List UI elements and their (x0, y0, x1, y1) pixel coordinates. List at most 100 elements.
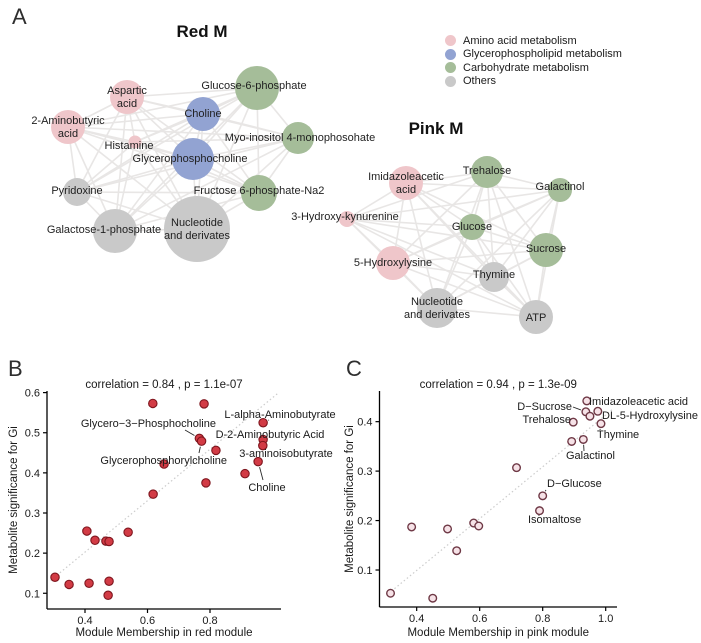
node-sucrose (529, 233, 563, 267)
node-label-myo-inositol-4-monophosohate: Myo-inositol 4-monophosohate (225, 132, 375, 144)
network-edge (346, 218, 537, 318)
data-point (443, 524, 453, 534)
x-tick-label: 0.6 (472, 613, 487, 625)
data-point (258, 417, 268, 428)
network-edge (67, 126, 299, 139)
point-annotation: Choline (248, 482, 285, 494)
network-edge (67, 87, 258, 128)
network-edge (67, 113, 204, 128)
point-annotation: Galactinol (566, 450, 615, 462)
network-edge (436, 189, 561, 309)
node-pyridoxine (63, 178, 91, 206)
network-edge (392, 262, 537, 318)
network-edge (76, 87, 258, 193)
node-label-galactinol: Galactinol (536, 181, 585, 193)
y-axis-label: Metabolite significance for Gi (8, 426, 20, 574)
annotation-connector (259, 467, 264, 481)
node-atp (519, 300, 553, 334)
node-nucleotide-and-derivates (164, 196, 230, 262)
network-edge (346, 189, 561, 220)
data-point (428, 593, 438, 603)
amino-acid-swatch-icon (445, 35, 456, 47)
network-title: Red M (177, 22, 228, 41)
network-edge (486, 171, 495, 278)
node-imidazoleacetic-acid (389, 166, 423, 200)
node-label-aspartic-acid: acid (117, 98, 137, 110)
panel-label-c: C (346, 356, 362, 381)
panel-c-scatter: 0.4 0.6 0.8 1.0 0.1 0.2 0.3 0.4 correlation = 0.… (344, 379, 698, 639)
network-edge (436, 171, 488, 309)
node-label-fructose-6-phosphate-na2: Fructose 6-phosphate-Na2 (194, 185, 325, 197)
data-point (201, 478, 211, 488)
point-annotation: Trehalose (522, 414, 571, 426)
legend-item-glycerophospholipid: Glycerophospholipid metabolism (445, 48, 622, 62)
point-annotation: L-alpha-Aminobutyrate (224, 409, 335, 421)
node-histamine (128, 135, 142, 149)
data-point (50, 572, 60, 582)
network-red-m: Asparticacid2-AminobutyricacidHistamineG… (31, 22, 375, 262)
legend-item-amino-acid: Amino acid metabolism (445, 34, 622, 48)
data-point (64, 579, 74, 590)
scatter-c: 0.4 0.6 0.8 1.0 0.1 0.2 0.3 0.4 correlation = 0.… (344, 379, 698, 639)
point-annotation: Thymine (597, 429, 639, 441)
y-tick-label: 0.5 (25, 428, 40, 440)
node-label-atp: ATP (526, 312, 547, 324)
node-label-2-aminobutyric-acid: 2-Aminobutyric (31, 115, 105, 127)
network-edge (114, 137, 299, 232)
data-point (82, 526, 92, 536)
x-axis-label: Module Membership in red module (75, 627, 252, 639)
data-point (253, 456, 263, 467)
y-tick-label: 0.4 (25, 468, 40, 480)
node-label-3-hydroxy-kynurenine: 3-Hydroxy-kynurenine (291, 211, 399, 223)
point-annotation: D-2-Aminobutyric Acid (216, 429, 325, 441)
data-point (582, 396, 592, 406)
annotation-connector (184, 429, 195, 436)
data-point (104, 576, 114, 586)
y-tick-label: 0.1 (357, 565, 372, 577)
point-annotation: Isomaltose (528, 514, 581, 526)
panel-a-networks: Asparticacid2-AminobutyricacidHistamineG… (31, 22, 585, 334)
data-point (103, 590, 113, 601)
x-tick-label: 0.8 (202, 615, 217, 627)
point-annotation: D−Sucrose (517, 401, 572, 413)
network-edge (346, 218, 495, 278)
panel-label-b: B (8, 356, 23, 381)
node-glycerophosphocholine (172, 138, 214, 180)
node-label-nucleotide-and-derivates-pink: Nucleotide (411, 296, 463, 308)
node-label-choline: Choline (184, 108, 221, 120)
y-tick-label: 0.3 (357, 466, 372, 478)
y-tick-label: 0.2 (25, 548, 40, 560)
data-point (148, 398, 158, 409)
node-label-glycerophosphocholine: Glycerophosphocholine (133, 153, 248, 165)
data-point (123, 527, 133, 538)
node-2-aminobutyric-acid (51, 110, 85, 144)
data-point (84, 578, 94, 588)
node-fructose-6-phosphate-na2 (241, 175, 277, 211)
data-point (593, 406, 603, 416)
node-label-histamine: Histamine (105, 140, 154, 152)
node-thymine (479, 262, 509, 292)
data-point (196, 436, 207, 446)
node-label-5-hydroxylysine: 5-Hydroxylysine (354, 257, 432, 269)
data-point (240, 468, 250, 479)
data-point (512, 463, 522, 473)
data-point (585, 411, 595, 421)
legend-item-label: Amino acid metabolism (463, 34, 577, 47)
data-point (452, 546, 462, 556)
node-label-thymine: Thymine (473, 269, 515, 281)
y-tick-label: 0.1 (25, 588, 40, 600)
network-edge (346, 218, 473, 228)
x-tick-label: 0.4 (409, 613, 424, 625)
point-annotation: Imidazoleacetic acid (589, 396, 688, 408)
data-point (104, 536, 114, 547)
node-galactose-1-phosphate (93, 209, 137, 253)
data-point (211, 445, 221, 456)
panel-b-scatter: 0.4 0.6 0.8 0.1 0.2 0.3 0.4 0.5 0.6 correlation =… (8, 379, 336, 639)
y-axis-label: Metabolite significance for Gi (344, 425, 356, 573)
annotation-connector (572, 406, 582, 411)
network-title: Pink M (409, 119, 464, 138)
node-label-imidazoleacetic-acid: Imidazoleacetic (368, 171, 444, 183)
network-edge (76, 113, 204, 193)
node-5-hydroxylysine (376, 246, 410, 280)
node-myo-inositol-4-monophosohate (282, 122, 314, 154)
